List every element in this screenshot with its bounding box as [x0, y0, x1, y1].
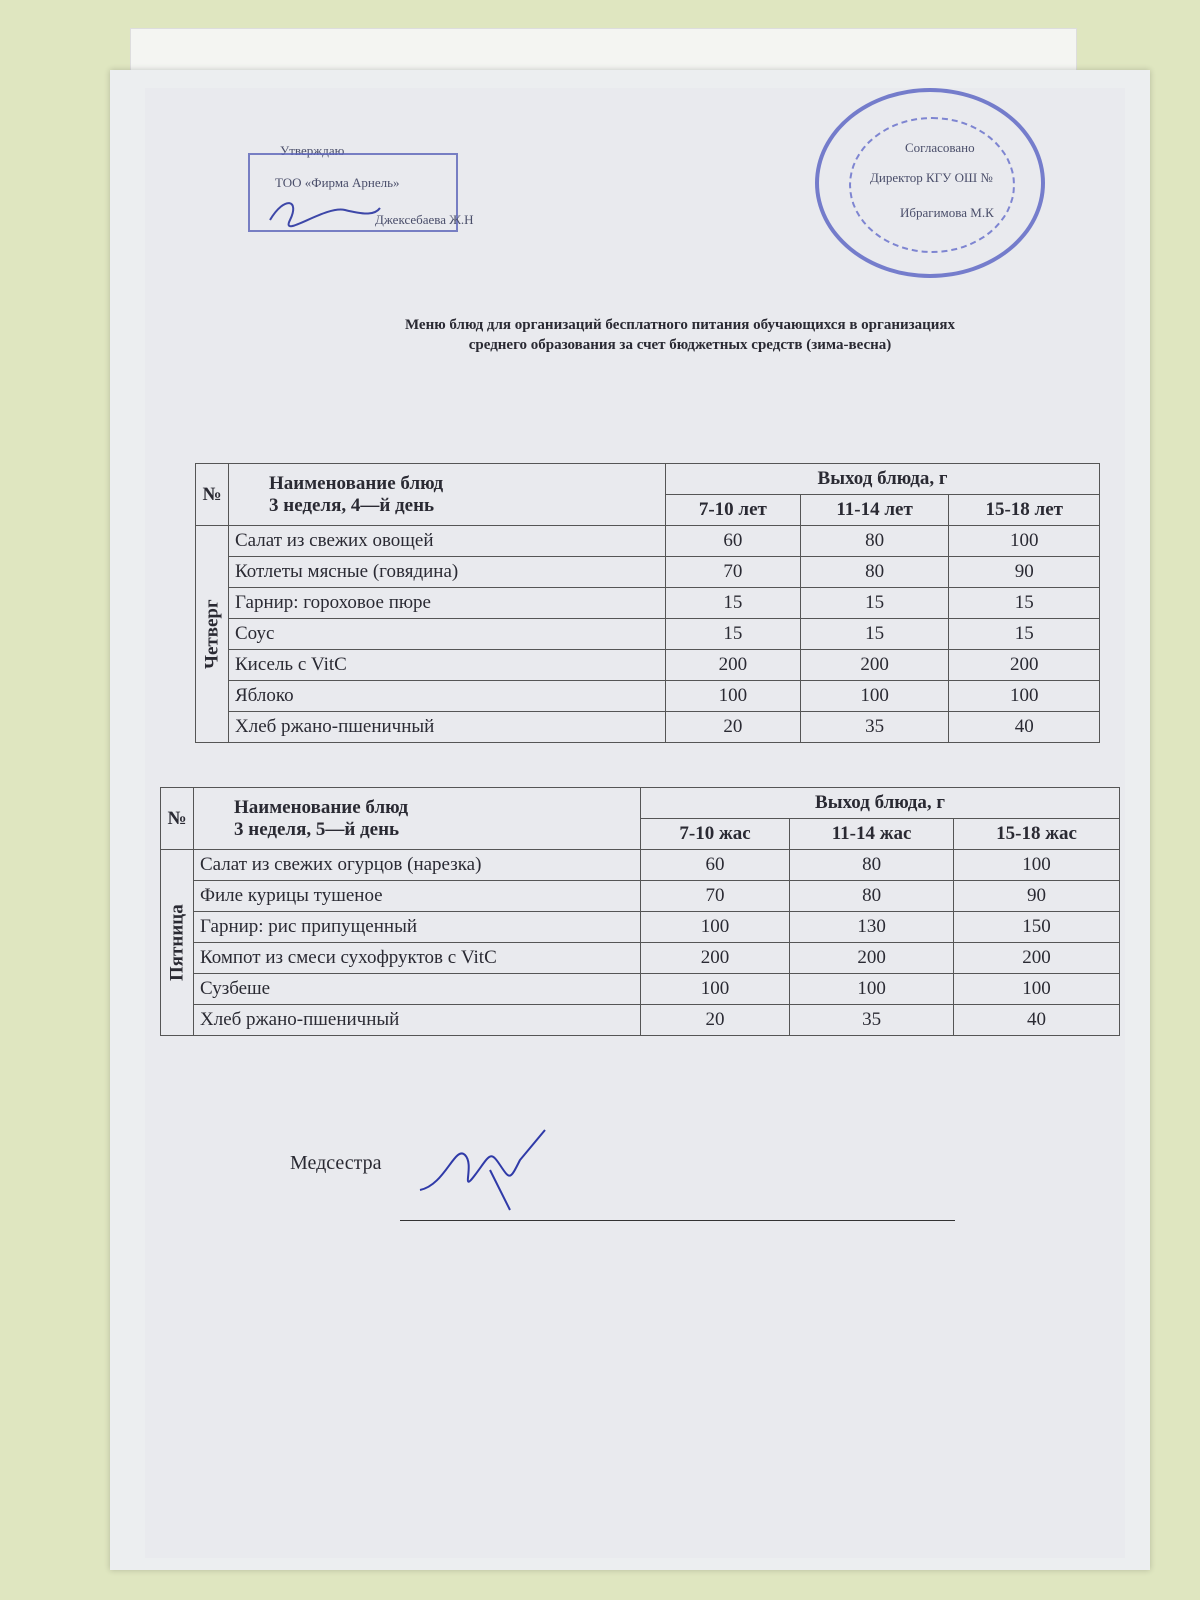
- portion-grams: 100: [948, 680, 1100, 712]
- agreed-name: Ибрагимова М.К: [900, 205, 994, 220]
- portion-grams: 100: [953, 973, 1120, 1005]
- portion-grams: 60: [665, 525, 801, 557]
- table-row: Пятница Салат из свежих огурцов (нарезка)…: [160, 849, 1120, 1036]
- document-title: Меню блюд для организаций бесплатного пи…: [240, 315, 1120, 355]
- portion-grams: 100: [665, 680, 801, 712]
- nurse-signature-icon: [419, 1129, 546, 1211]
- col-no: №: [160, 787, 194, 850]
- portion-grams: 40: [948, 711, 1100, 743]
- title-line-1: Меню блюд для организаций бесплатного пи…: [404, 317, 956, 333]
- dish-name: Гарнир: рис припущенный: [193, 911, 641, 943]
- portion-grams: 80: [789, 880, 955, 912]
- portion-grams: 70: [665, 556, 801, 588]
- agreed-position: Директор КГУ ОШ №: [870, 170, 993, 185]
- portion-grams: 35: [799, 711, 950, 743]
- portion-grams: 200: [789, 942, 955, 974]
- table-row: Компот из смеси сухофруктов с VitC 200 200…: [161, 942, 1120, 974]
- portion-grams: 200: [799, 649, 950, 681]
- dish-name: Котлеты мясные (говядина): [228, 556, 666, 588]
- portion-grams: 20: [639, 1004, 791, 1036]
- portion-grams: 15: [799, 587, 950, 619]
- table-row: Филе курицы тушеное 70 80 90: [161, 880, 1120, 912]
- signature-line: [400, 1220, 955, 1221]
- menu-table-day4: № Наименование блюд 3 неделя, 4—й день Вы…: [195, 463, 1100, 743]
- dish-name: Сузбеше: [193, 973, 641, 1005]
- portion-grams: 100: [789, 973, 955, 1005]
- nurse-label: Медсестра: [290, 1152, 382, 1174]
- portion-grams: 90: [953, 880, 1120, 912]
- official-seal: [815, 88, 1045, 278]
- dish-name: Салат из свежих овощей: [228, 525, 666, 557]
- table-row: Кисель с VitC 200 200 200: [196, 649, 1100, 681]
- portion-grams: 100: [639, 973, 791, 1005]
- signature-left-icon: [269, 202, 381, 228]
- weekday-label: Пятница: [160, 849, 194, 1036]
- dish-name: Яблоко: [228, 680, 666, 712]
- age-col: 15-18 жас: [953, 818, 1120, 850]
- col-no: №: [195, 463, 229, 526]
- company-stamp: [248, 153, 458, 232]
- table-row: Гарнир: гороховое пюре 15 15 15: [196, 587, 1100, 619]
- portion-grams: 100: [639, 911, 791, 943]
- portion-grams: 40: [953, 1004, 1120, 1036]
- dish-name: Хлеб ржано-пшеничный: [228, 711, 666, 743]
- portion-grams: 200: [665, 649, 801, 681]
- portion-grams: 80: [799, 556, 950, 588]
- dish-name: Кисель с VitC: [228, 649, 666, 681]
- weekday-label: Четверг: [195, 525, 229, 743]
- portion-grams: 70: [639, 880, 791, 912]
- table-row: Гарнир: рис припущенный 100 130 150: [161, 911, 1120, 943]
- portion-grams: 90: [948, 556, 1100, 588]
- dish-name: Филе курицы тушеное: [193, 880, 641, 912]
- table-row: Котлеты мясные (говядина) 70 80 90: [196, 556, 1100, 588]
- portion-grams: 15: [948, 618, 1100, 650]
- age-col: 7-10 жас: [639, 818, 791, 850]
- table-row: Соус 15 15 15: [196, 618, 1100, 650]
- table-row: Яблоко 100 100 100: [196, 680, 1100, 712]
- portion-grams: 100: [799, 680, 950, 712]
- portion-grams: 150: [953, 911, 1120, 943]
- dish-name: Гарнир: гороховое пюре: [228, 587, 666, 619]
- portion-grams: 200: [639, 942, 791, 974]
- portion-grams: 200: [953, 942, 1120, 974]
- title-line-2: среднего образования за счет бюджетных с…: [468, 337, 892, 353]
- age-col: 11-14 жас: [789, 818, 955, 850]
- portion-grams: 15: [948, 587, 1100, 619]
- dish-name: Хлеб ржано-пшеничный: [193, 1004, 641, 1036]
- approval-org: ТОО «Фирма Арнель»: [275, 175, 400, 190]
- portion-grams: 35: [789, 1004, 955, 1036]
- portion-grams: 15: [665, 587, 801, 619]
- agreed-heading: Согласовано: [905, 140, 975, 155]
- portion-grams: 200: [948, 649, 1100, 681]
- portion-grams: 100: [953, 849, 1120, 881]
- col-dish: Наименование блюд 3 неделя, 5—й день: [193, 787, 641, 850]
- table-row: Хлеб ржано-пшеничный 20 35 40: [196, 711, 1100, 743]
- portion-grams: 80: [799, 525, 950, 557]
- col-yield: Выход блюда, г: [665, 463, 1100, 495]
- portion-grams: 15: [665, 618, 801, 650]
- col-yield: Выход блюда, г: [640, 787, 1120, 819]
- age-col: 7-10 лет: [665, 494, 801, 526]
- age-col: 15-18 лет: [948, 494, 1100, 526]
- table-row: Четверг Салат из свежих овощей 60 80 100: [195, 525, 1100, 743]
- dish-name: Соус: [228, 618, 666, 650]
- portion-grams: 60: [639, 849, 791, 881]
- dish-name: Компот из смеси сухофруктов с VitC: [193, 942, 641, 974]
- table-row: Хлеб ржано-пшеничный 20 35 40: [161, 1004, 1120, 1036]
- table-row: Сузбеше 100 100 100: [161, 973, 1120, 1005]
- col-dish: Наименование блюд 3 неделя, 4—й день: [228, 463, 666, 526]
- portion-grams: 15: [799, 618, 950, 650]
- portion-grams: 130: [789, 911, 955, 943]
- portion-grams: 80: [789, 849, 955, 881]
- dish-name: Салат из свежих огурцов (нарезка): [193, 849, 641, 881]
- approval-name: Джексебаева Ж.Н: [375, 212, 474, 227]
- age-col: 11-14 лет: [799, 494, 950, 526]
- portion-grams: 20: [665, 711, 801, 743]
- portion-grams: 100: [948, 525, 1100, 557]
- menu-table-day5: № Наименование блюд 3 неделя, 5—й день Вы…: [160, 787, 1120, 1036]
